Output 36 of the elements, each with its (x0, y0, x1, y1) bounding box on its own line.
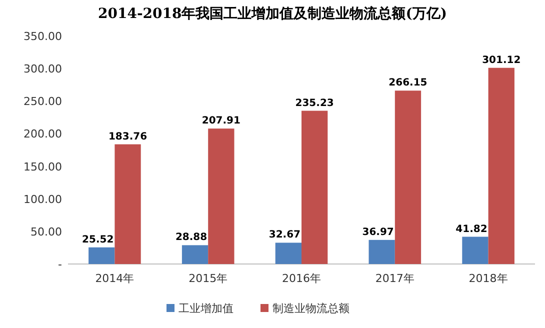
x-tick-label: 2014年 (95, 272, 134, 285)
data-label: 32.67 (268, 230, 301, 241)
y-tick-label: 350.00 (24, 30, 62, 43)
data-label: 207.91 (202, 116, 241, 127)
legend-label: 工业增加值 (178, 302, 234, 315)
bar (208, 128, 234, 264)
legend-label: 制造业物流总额 (272, 302, 350, 315)
bar (368, 240, 395, 264)
x-tick-label: 2017年 (375, 272, 414, 285)
bar (182, 245, 208, 264)
x-tick-label: 2018年 (468, 272, 508, 285)
y-tick-label: 100.00 (24, 192, 62, 206)
bar (275, 242, 302, 264)
bar (114, 144, 141, 264)
y-tick-label: - (58, 258, 62, 271)
data-label: 235.23 (295, 98, 334, 109)
y-tick-label: 300.00 (24, 62, 62, 76)
bar (88, 247, 115, 264)
data-label: 28.88 (175, 232, 208, 244)
bar (462, 236, 488, 264)
x-tick-label: 2015年 (188, 272, 228, 285)
y-tick-label: 250.00 (24, 95, 62, 108)
bar (394, 90, 422, 264)
x-tick-label: 2016年 (282, 272, 321, 285)
y-tick-label: 150.00 (24, 160, 62, 174)
bar (302, 110, 328, 264)
data-label: 41.82 (456, 224, 488, 235)
y-tick-label: 200.00 (24, 128, 62, 141)
data-label: 25.52 (82, 234, 114, 246)
chart-title: 2014-2018年我国工业增加值及制造业物流总额(万亿) (98, 5, 447, 22)
data-label: 301.12 (482, 54, 521, 66)
y-tick-label: 50.00 (30, 225, 62, 238)
data-label: 183.76 (108, 131, 148, 142)
data-label: 266.15 (388, 78, 428, 89)
data-label: 36.97 (362, 226, 394, 238)
bar (488, 68, 514, 264)
